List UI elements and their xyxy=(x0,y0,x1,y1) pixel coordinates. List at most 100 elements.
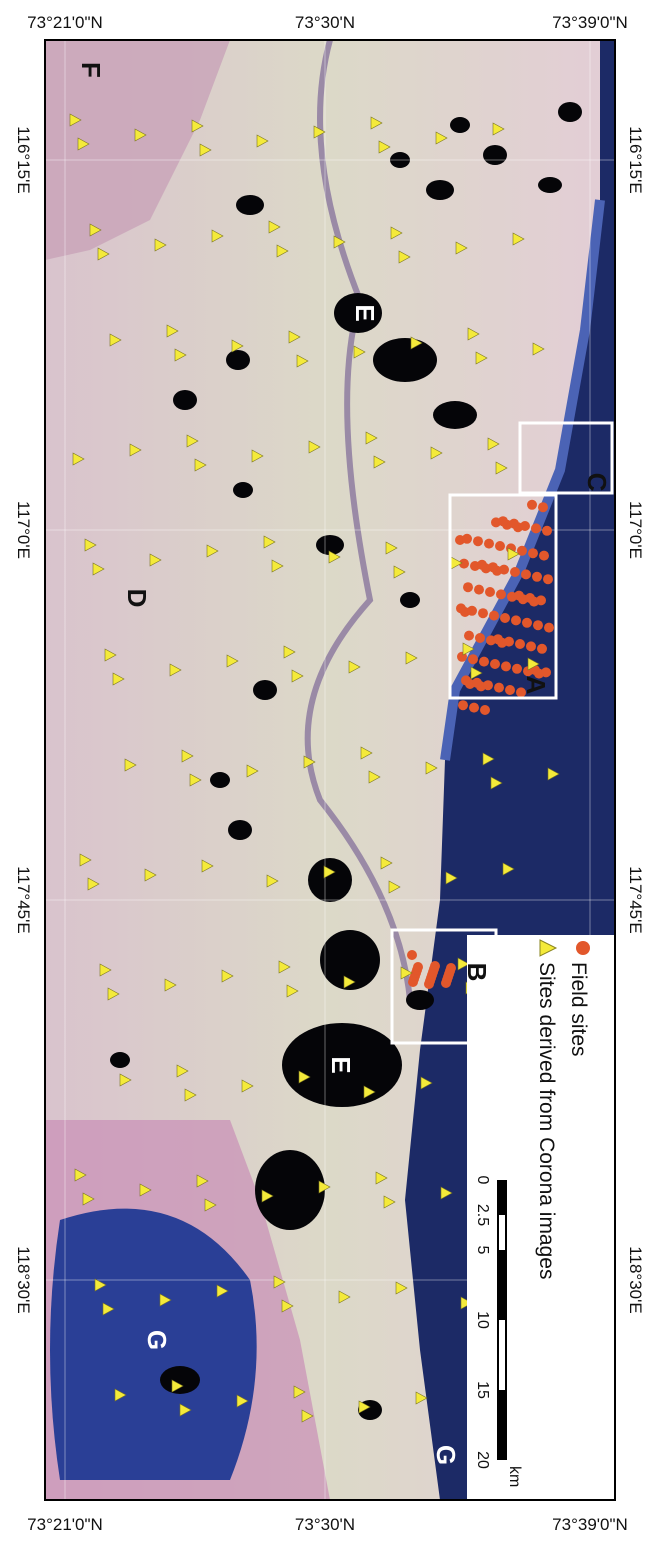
scale-label: 5 xyxy=(474,1246,491,1255)
corona-site xyxy=(395,1281,408,1295)
legend-corona-symbol xyxy=(539,939,558,957)
corona-site xyxy=(318,1180,331,1194)
corona-site xyxy=(291,669,304,683)
field-site xyxy=(474,584,484,595)
field-site xyxy=(483,680,493,691)
corona-site xyxy=(139,1183,152,1197)
field-site xyxy=(489,610,499,621)
corona-site xyxy=(445,871,458,885)
corona-site xyxy=(159,1293,172,1307)
field-site xyxy=(516,687,526,698)
bay xyxy=(50,1208,257,1480)
corona-site xyxy=(370,116,383,130)
lake xyxy=(226,350,250,370)
corona-site xyxy=(92,562,105,576)
corona-site xyxy=(455,241,468,255)
field-site xyxy=(467,605,477,616)
right-coord-label: 118°30'E xyxy=(626,1246,645,1313)
field-site xyxy=(469,702,479,713)
corona-site xyxy=(415,1391,428,1405)
field-site xyxy=(501,661,511,672)
field-site xyxy=(532,571,542,582)
corona-site xyxy=(241,1079,254,1093)
legend-field-symbol xyxy=(576,941,590,955)
corona-site xyxy=(82,1192,95,1206)
corona-site xyxy=(390,226,403,240)
corona-site xyxy=(112,672,125,686)
legend-label: Field sites xyxy=(567,962,590,1057)
corona-site xyxy=(189,773,202,787)
corona-site xyxy=(171,1379,184,1393)
corona-site xyxy=(460,1296,473,1310)
field-site xyxy=(511,615,521,626)
field-site xyxy=(478,608,488,619)
corona-site xyxy=(273,1275,286,1289)
field-site xyxy=(533,620,543,631)
corona-site xyxy=(206,544,219,558)
corona-site xyxy=(256,134,269,148)
corona-site xyxy=(199,143,212,157)
lake xyxy=(253,680,277,700)
corona-site xyxy=(323,865,336,879)
corona-site xyxy=(211,229,224,243)
corona-site xyxy=(333,235,346,249)
scale-label: 10 xyxy=(474,1311,491,1329)
corona-site xyxy=(380,856,393,870)
corona-site xyxy=(221,969,234,983)
corona-site xyxy=(373,455,386,469)
region-label: B xyxy=(462,963,492,982)
field-site xyxy=(458,700,468,711)
field-site xyxy=(528,548,538,559)
field-site xyxy=(510,567,520,577)
lake xyxy=(316,535,344,555)
lakes xyxy=(110,102,582,1420)
lake xyxy=(426,180,454,200)
corona-site xyxy=(69,113,82,127)
corona-site xyxy=(470,666,483,680)
field-site xyxy=(488,562,498,573)
corona-site xyxy=(236,1394,249,1408)
field-site xyxy=(413,962,423,972)
corona-site xyxy=(301,1409,314,1423)
field-site xyxy=(477,559,487,570)
scale-label: 0 xyxy=(474,1176,491,1185)
corona-site xyxy=(462,642,475,656)
field-site xyxy=(505,685,515,695)
scale-bar xyxy=(497,1180,507,1460)
bottom-coord-label: 73°21'0"N xyxy=(27,1515,103,1534)
field-site xyxy=(468,654,478,665)
corona-site xyxy=(119,1073,132,1087)
corona-site xyxy=(181,749,194,763)
corona-site xyxy=(201,859,214,873)
corona-site xyxy=(385,541,398,555)
corona-site xyxy=(393,565,406,579)
field-site xyxy=(500,613,510,623)
lake xyxy=(538,177,562,193)
field-site xyxy=(526,641,536,652)
corona-site xyxy=(226,654,239,668)
corona-site xyxy=(375,1171,388,1185)
corona-site xyxy=(134,128,147,142)
field-site xyxy=(512,663,522,674)
corona-site xyxy=(440,1186,453,1200)
lake xyxy=(308,858,352,902)
lake xyxy=(233,482,253,498)
field-site xyxy=(520,521,530,531)
corona-site xyxy=(288,330,301,344)
corona-site xyxy=(164,978,177,992)
field-site xyxy=(462,533,472,544)
field-site xyxy=(515,639,525,649)
corona-site xyxy=(425,761,438,775)
lake xyxy=(228,820,252,840)
field-site xyxy=(541,667,551,678)
field-site xyxy=(479,656,489,667)
bottom-coord-label: 73°30'N xyxy=(295,1515,355,1534)
corona-site xyxy=(231,339,244,353)
corona-site xyxy=(263,535,276,549)
corona-site xyxy=(169,663,182,677)
lake xyxy=(334,293,382,333)
corona-site xyxy=(109,333,122,347)
corona-site xyxy=(266,874,279,888)
corona-site xyxy=(383,1195,396,1209)
corona-site xyxy=(102,1302,115,1316)
